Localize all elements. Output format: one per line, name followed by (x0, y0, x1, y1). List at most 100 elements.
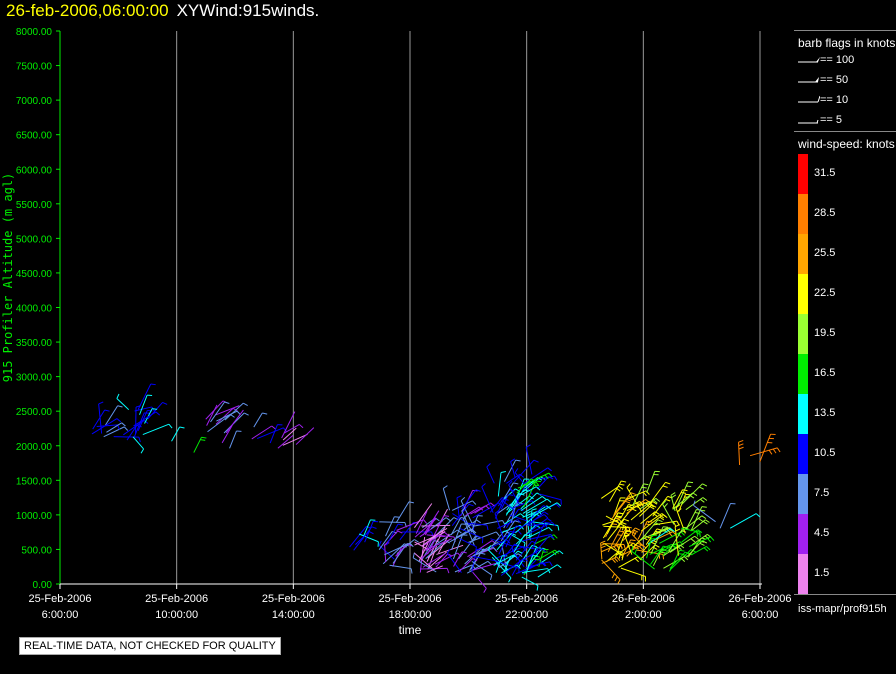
wind-barb-flag (621, 480, 627, 483)
wind-barb (419, 567, 448, 570)
wind-barb-flag (554, 549, 559, 554)
wind-barb (434, 534, 455, 538)
product-name: XYWind:915winds. (176, 1, 320, 20)
wind-barb-flag (414, 539, 419, 543)
x-tick-date: 25-Feb-2006 (495, 593, 558, 605)
wind-barb-flag (645, 490, 650, 495)
wind-barb-flag (517, 530, 522, 535)
wind-barb-flag (485, 505, 490, 510)
barb-flag-legend: barb flags in knots == 100 == 50 == 10 =… (794, 30, 896, 131)
wind-barb (669, 551, 686, 569)
wind-barb-flag (677, 508, 682, 513)
wind-barb (513, 478, 525, 505)
wind-barb-flag (662, 500, 667, 505)
wind-barb (681, 529, 698, 543)
wind-barb (646, 535, 653, 559)
colorbar-label: 19.5 (814, 327, 836, 339)
wind-barb-flag (513, 554, 518, 559)
wind-barb (215, 407, 234, 425)
wind-barb-flag (552, 551, 557, 556)
wind-barb (193, 437, 202, 453)
wind-barb-flag (613, 546, 618, 551)
wind-barb (442, 488, 451, 511)
wind-barb (759, 434, 772, 463)
wind-barb-flag (534, 484, 540, 487)
wind-barb (358, 533, 379, 543)
wind-barb (516, 478, 532, 494)
wind-barb-flag (616, 515, 622, 518)
wind-barb-flag (698, 518, 703, 522)
wind-barb-flag (643, 483, 649, 486)
wind-barb (142, 423, 170, 436)
x-tick-time: 6:00:00 (42, 609, 79, 621)
wind-barb-flag (423, 519, 428, 524)
wind-barb (426, 565, 443, 573)
wind-barb-flag (490, 502, 495, 507)
wind-barb (467, 540, 493, 558)
wind-barb-flag (525, 510, 531, 515)
wind-barb-flag (136, 425, 142, 428)
wind-barb-flag (509, 530, 515, 533)
wind-barb-flag (535, 486, 541, 491)
y-tick-label: 4500.00 (16, 269, 53, 280)
wind-barb-flag (686, 485, 692, 488)
wind-barb (623, 533, 633, 555)
x-tick-date: 26-Feb-2006 (729, 593, 792, 605)
wind-barb (505, 525, 517, 548)
wind-barb-flag (179, 426, 185, 429)
wind-barb-flag (672, 521, 677, 527)
wind-barb (451, 500, 473, 511)
wind-barb (415, 510, 428, 534)
wind-barb-flag (472, 529, 477, 534)
wind-barb-flag (201, 436, 207, 439)
wind-barb (515, 513, 537, 534)
wind-barb (421, 544, 437, 559)
wind-barb (520, 496, 543, 512)
barb-flag-title: barb flags in knots (798, 36, 896, 50)
wind-barb (427, 538, 451, 559)
wind-barb-flag (104, 409, 110, 412)
wind-barb-flag (615, 516, 621, 519)
wind-barb-flag (543, 505, 549, 509)
y-tick-label: 5500.00 (16, 200, 53, 211)
colorbar-label: 4.5 (814, 527, 830, 539)
wind-barb (420, 540, 435, 562)
x-tick-time: 18:00:00 (389, 609, 432, 621)
wind-barb-flag (224, 401, 230, 404)
wind-barb (134, 406, 153, 412)
wind-barb-flag (517, 519, 522, 524)
wind-barb-flag (679, 549, 685, 552)
wind-barb-flag (135, 405, 141, 408)
wind-barb-flag (635, 527, 641, 531)
y-tick-label: 0.00 (33, 580, 53, 591)
wind-barb-flag (547, 518, 552, 522)
wind-barb (451, 523, 462, 550)
wind-barb (493, 559, 520, 569)
wind-barb-flag (641, 486, 647, 489)
wind-barb-flag (541, 562, 546, 567)
wind-barb (490, 538, 513, 547)
wind-barb (600, 485, 620, 499)
wind-barb-flag (535, 480, 542, 483)
colorbar-label: 16.5 (814, 367, 836, 379)
wind-barb (378, 544, 395, 560)
legend-panel: barb flags in knots == 100 == 50 == 10 =… (794, 30, 896, 624)
wind-barb (601, 559, 621, 581)
wind-barb (458, 535, 477, 560)
wind-barb (494, 513, 505, 541)
wind-barb-flag (155, 411, 161, 416)
wind-barb-flag (692, 492, 698, 496)
wind-barb (500, 499, 515, 511)
colorbar-label: 31.5 (814, 167, 836, 179)
y-tick-label: 500.00 (21, 545, 52, 556)
wind-barb (521, 576, 539, 586)
wind-barb (606, 512, 619, 535)
wind-barb (523, 480, 537, 508)
wind-barb (503, 555, 512, 573)
wind-barb (461, 510, 470, 528)
wind-barb-flag (679, 541, 684, 546)
wind-barb-flag (475, 489, 481, 492)
wind-barb (652, 496, 669, 517)
wind-barb-flag (655, 498, 661, 502)
wind-barb (669, 535, 695, 553)
